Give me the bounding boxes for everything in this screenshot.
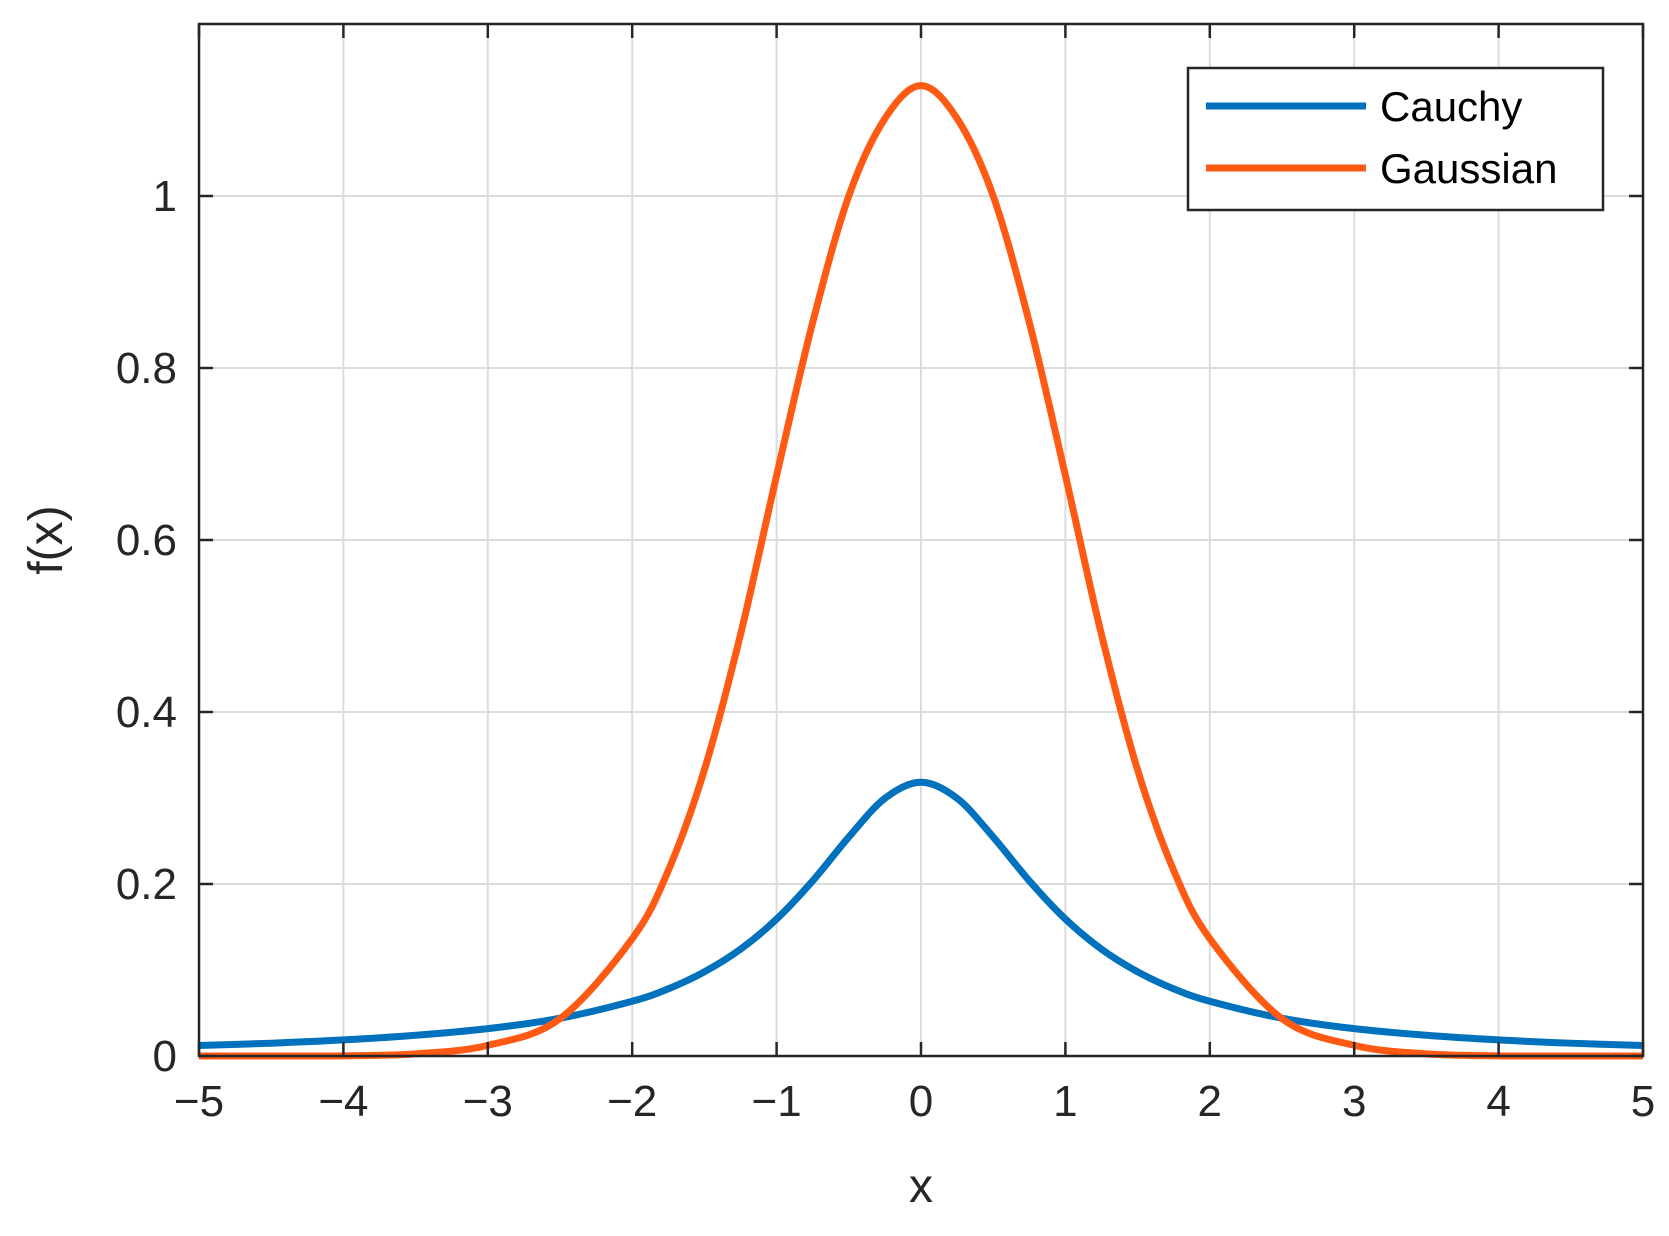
y-tick-label: 0.2 xyxy=(116,860,177,909)
y-tick-label: 0.6 xyxy=(116,516,177,565)
plot-lines xyxy=(198,82,1644,1060)
tick-labels: −5 −4 −3 −2 −1 0 1 2 3 4 5 0 0.2 0.4 0.6 0.8 1 xyxy=(116,172,1655,1126)
series-line-cauchy xyxy=(198,778,1644,1050)
x-tick-label: −5 xyxy=(174,1077,224,1126)
legend: Cauchy Gaussian xyxy=(1186,66,1605,212)
x-axis-title: x xyxy=(909,1160,933,1213)
x-tick-label: 3 xyxy=(1342,1077,1366,1126)
x-tick-label: 2 xyxy=(1198,1077,1222,1126)
x-tick-label: 4 xyxy=(1486,1077,1510,1126)
y-axis-title: f(x) xyxy=(20,505,73,574)
y-tick-label: 0.8 xyxy=(116,344,177,393)
y-tick-label: 0.4 xyxy=(116,688,177,737)
legend-box xyxy=(1186,66,1605,212)
y-tick-label: 1 xyxy=(153,172,177,221)
y-tick-label: 0 xyxy=(153,1032,177,1081)
series-line-gaussian xyxy=(198,82,1644,1060)
x-tick-label: −1 xyxy=(752,1077,802,1126)
x-tick-label: 0 xyxy=(909,1077,933,1126)
x-tick-label: −4 xyxy=(318,1077,368,1126)
legend-label-cauchy: Cauchy xyxy=(1380,83,1522,130)
x-tick-label: −3 xyxy=(463,1077,513,1126)
legend-label-gaussian: Gaussian xyxy=(1380,145,1557,192)
x-tick-label: 1 xyxy=(1053,1077,1077,1126)
x-tick-label: −2 xyxy=(607,1077,657,1126)
ticks xyxy=(197,24,1645,1058)
x-tick-label: 5 xyxy=(1631,1077,1655,1126)
